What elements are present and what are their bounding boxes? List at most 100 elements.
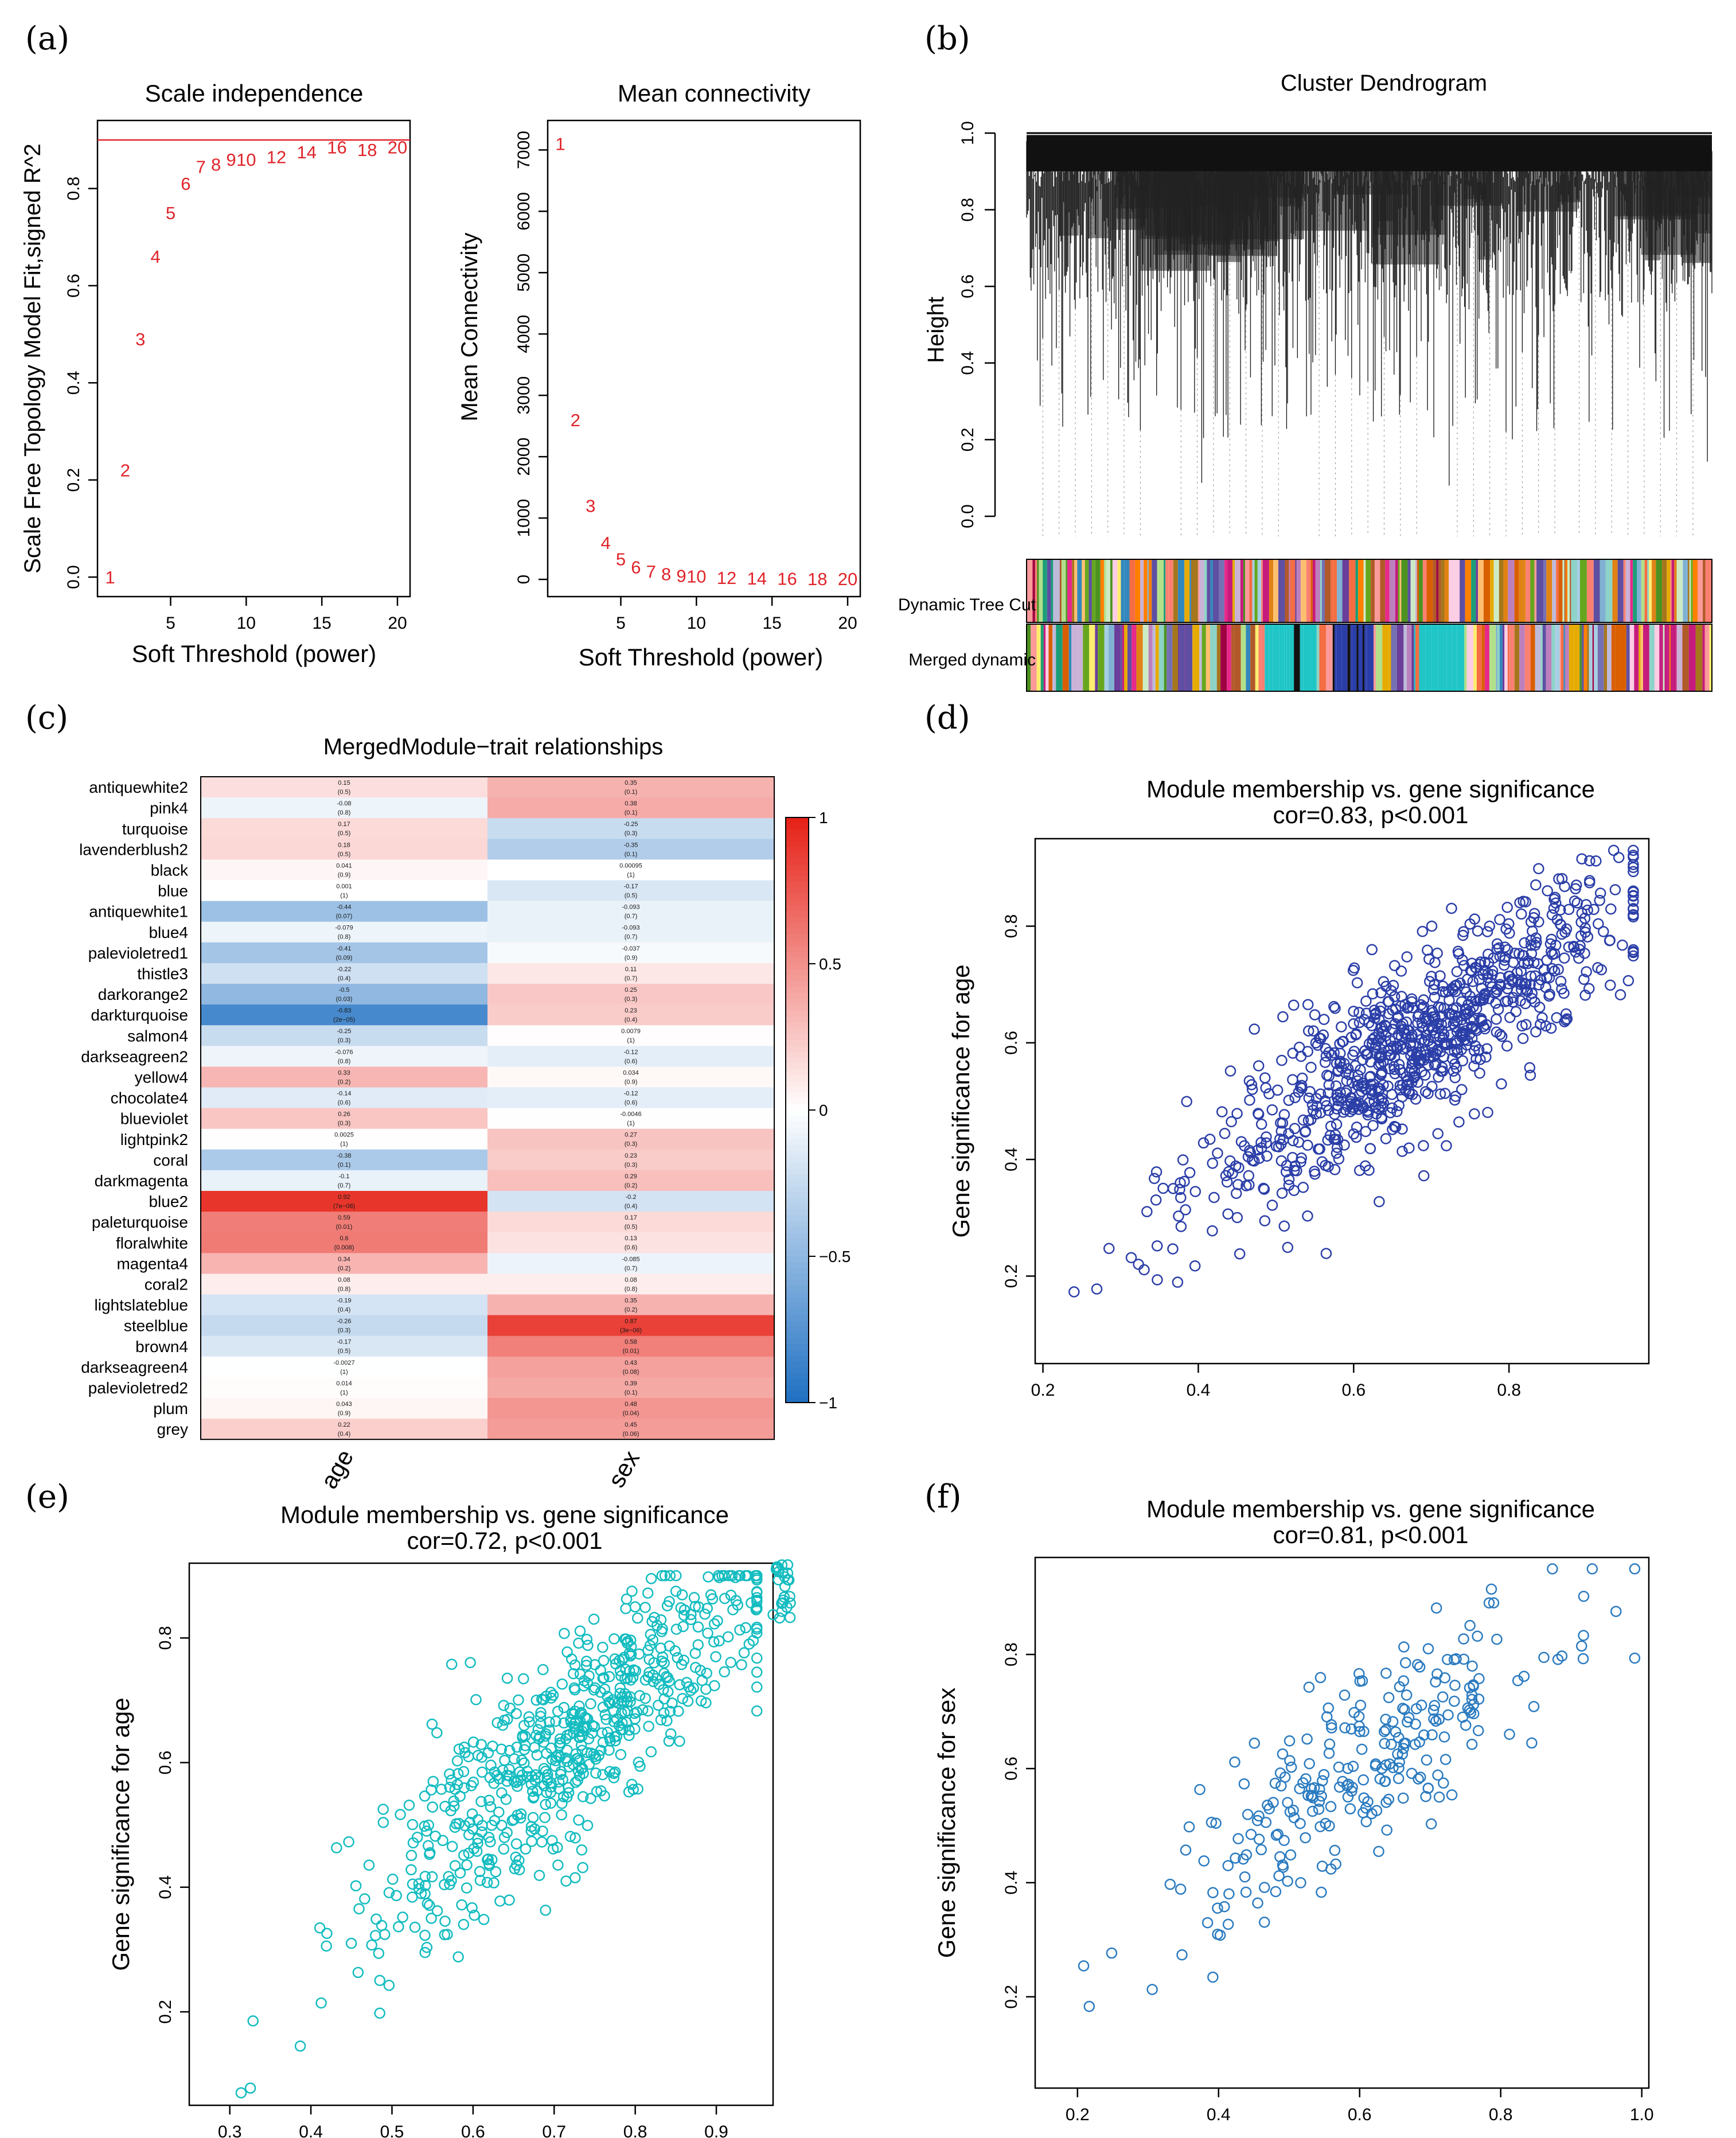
cell-pvalue: (0.6) [625, 1100, 638, 1107]
row-label: darkmagenta [95, 1172, 189, 1190]
colorbar-segment [786, 1256, 809, 1263]
data-point [656, 1656, 668, 1667]
data-point [1221, 1176, 1233, 1188]
data-point [589, 1659, 601, 1670]
data-point [1568, 940, 1579, 952]
color-strip [1140, 559, 1144, 622]
mean-connectivity-plot: 5 10 15 2001000200030004000500060007000Mean… [457, 80, 861, 671]
data-point [1357, 1774, 1370, 1786]
data-point [580, 1660, 592, 1671]
color-strip [1489, 624, 1496, 691]
data-point [419, 1879, 431, 1891]
data-point [1419, 1086, 1431, 1097]
x-tick-label: 5 [616, 614, 626, 633]
data-point [1255, 1844, 1267, 1856]
data-point [1594, 887, 1606, 899]
data-point [1470, 995, 1481, 1007]
data-point [785, 1597, 796, 1609]
heatmap-cell-age [201, 1335, 487, 1357]
data-point [1370, 1048, 1382, 1060]
color-strip [1201, 624, 1206, 691]
power-point-label: 1 [555, 134, 565, 154]
color-strip [1342, 559, 1349, 622]
color-strip [1095, 559, 1101, 622]
color-strip [1285, 559, 1289, 622]
data-point [1391, 1012, 1403, 1023]
data-point [1468, 1001, 1479, 1012]
data-point [407, 1818, 419, 1831]
data-point [1318, 1014, 1330, 1025]
heatmap-cell-sex [487, 1004, 774, 1026]
data-point [1375, 987, 1387, 999]
data-point [419, 1790, 431, 1802]
data-point [1535, 974, 1547, 986]
data-point [546, 1754, 558, 1765]
data-point [1277, 1861, 1289, 1873]
data-point [1479, 988, 1491, 1000]
data-point [547, 1689, 559, 1701]
color-strip [1519, 624, 1525, 691]
data-point [1184, 1167, 1196, 1178]
data-point [1576, 853, 1587, 864]
data-point [623, 1665, 635, 1677]
data-point [1513, 948, 1525, 959]
cell-correlation: -0.25 [623, 821, 638, 828]
color-strip [1136, 624, 1143, 691]
color-strip [1652, 559, 1656, 622]
data-point [1401, 951, 1413, 963]
data-point [1413, 1773, 1424, 1785]
color-strip [1398, 559, 1400, 622]
data-point [405, 1864, 417, 1876]
data-point [1232, 1833, 1244, 1844]
data-point [1270, 1886, 1282, 1898]
color-strip [1375, 624, 1383, 691]
data-point [533, 1870, 545, 1882]
data-point [1275, 1126, 1288, 1137]
data-point [648, 1657, 660, 1669]
color-strip [1460, 559, 1465, 622]
data-point [1454, 978, 1466, 989]
data-point [1253, 1810, 1265, 1822]
color-strip [1324, 559, 1331, 622]
cell-correlation: -0.12 [623, 1049, 638, 1056]
data-point [1431, 947, 1443, 959]
data-point [1526, 940, 1537, 951]
data-point [1578, 1630, 1589, 1641]
dendrogram-cluster [1059, 171, 1079, 236]
colorbar-segment [786, 1209, 809, 1216]
data-point [1546, 909, 1558, 921]
data-point [1332, 1095, 1344, 1107]
data-point [1628, 844, 1639, 856]
data-point [1151, 1240, 1163, 1252]
x-tick-label: 0.6 [461, 2123, 485, 2138]
plot-frame [96, 119, 411, 598]
data-point [683, 1681, 695, 1693]
data-point [709, 1680, 720, 1692]
heatmap-cell-age [201, 942, 487, 964]
cell-pvalue: (0.3) [338, 1120, 351, 1127]
heatmap-cell-sex [487, 984, 774, 1005]
data-point [1366, 1020, 1378, 1031]
data-point [1583, 877, 1595, 889]
data-point [1329, 1164, 1341, 1175]
data-point [703, 1571, 714, 1583]
data-point [485, 1801, 497, 1813]
color-strip [1641, 559, 1645, 622]
data-point [1395, 1039, 1407, 1051]
color-strip [1249, 559, 1253, 622]
data-point [1530, 1026, 1542, 1038]
data-point [1285, 1849, 1297, 1861]
data-point [1628, 850, 1639, 861]
data-point [1318, 1769, 1330, 1781]
color-strip [1385, 559, 1390, 622]
data-point [1189, 1260, 1201, 1272]
y-tick-label: 0.8 [1002, 914, 1021, 938]
data-point [1222, 1918, 1234, 1930]
data-point [1526, 1737, 1538, 1749]
data-point [1466, 957, 1478, 969]
data-point [1556, 1650, 1568, 1662]
data-point [725, 1657, 736, 1668]
color-strip [1337, 559, 1343, 622]
data-point [1605, 903, 1617, 915]
cell-correlation: 0.27 [625, 1132, 637, 1139]
